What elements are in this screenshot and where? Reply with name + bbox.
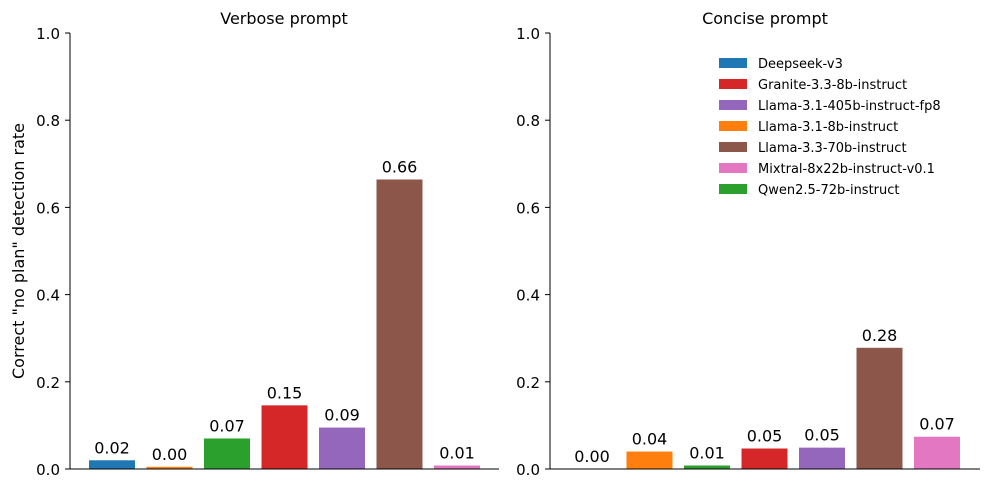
legend-swatch	[719, 79, 747, 89]
y-tick-label: 0.0	[36, 461, 60, 479]
y-tick-label: 0.0	[516, 461, 540, 479]
legend-swatch	[719, 121, 747, 131]
bar-value-label: 0.09	[324, 406, 360, 425]
bar	[434, 465, 480, 469]
legend-swatch	[719, 100, 747, 110]
bar-value-label: 0.66	[382, 157, 418, 176]
bar	[319, 427, 365, 469]
panel-concise-prompt: Concise prompt 0.00 0.04 0.01 0.05 0.05 0.28 0…	[516, 9, 980, 479]
bar-value-label: 0.02	[94, 438, 130, 457]
bar	[741, 448, 788, 469]
y-tick-label: 0.8	[516, 112, 540, 130]
panel-title: Verbose prompt	[220, 9, 348, 28]
y-tick-label: 0.8	[36, 112, 60, 130]
bar	[146, 466, 193, 469]
bar	[626, 451, 673, 469]
panel-title: Concise prompt	[702, 9, 828, 28]
legend-swatch	[719, 184, 747, 194]
bar	[914, 436, 960, 469]
bar	[204, 438, 250, 469]
bar-value-label: 0.04	[632, 430, 668, 449]
bar	[261, 405, 308, 469]
bar-value-label: 0.01	[439, 444, 475, 463]
legend-entry: Qwen2.5-72b-instruct	[758, 183, 900, 198]
y-axis-label: Correct "no plan" detection rate	[9, 123, 28, 379]
legend-box	[708, 45, 970, 203]
y-tick-label: 0.2	[516, 374, 540, 392]
legend-entry: Deepseek-v3	[758, 57, 843, 72]
bar	[89, 460, 135, 469]
bar-value-label: 0.01	[689, 444, 725, 463]
y-tick-label: 0.6	[36, 199, 60, 217]
bar	[799, 447, 845, 469]
bar-value-label: 0.28	[862, 326, 898, 345]
legend-entry: Llama-3.3-70b-instruct	[758, 141, 907, 156]
legend-swatch	[719, 142, 747, 152]
bar-value-label: 0.05	[747, 427, 783, 446]
bar	[376, 179, 423, 469]
bar-value-label: 0.05	[804, 426, 840, 445]
bar-value-label: 0.07	[209, 416, 245, 435]
bar	[856, 347, 903, 469]
bar	[684, 465, 730, 469]
bar-value-label: 0.07	[919, 415, 955, 434]
legend-swatch	[719, 58, 747, 68]
y-tick-label: 0.6	[516, 199, 540, 217]
legend-entry: Llama-3.1-405b-instruct-fp8	[758, 99, 941, 114]
y-tick-label: 0.4	[516, 287, 540, 305]
legend-entry: Llama-3.1-8b-instruct	[758, 120, 898, 135]
y-tick-label: 1.0	[516, 25, 540, 43]
panel-verbose-prompt: Verbose prompt Correct "no plan" detecti…	[9, 9, 499, 479]
legend-entry: Mixtral-8x22b-instruct-v0.1	[758, 162, 935, 177]
legend-entry: Granite-3.3-8b-instruct	[758, 78, 907, 93]
y-tick-label: 0.2	[36, 374, 60, 392]
bar-value-label: 0.15	[267, 383, 303, 402]
legend: Deepseek-v3 Granite-3.3-8b-instruct Llama-…	[708, 45, 970, 203]
y-tick-label: 0.4	[36, 287, 60, 305]
bar-value-label: 0.00	[152, 445, 188, 464]
legend-swatch	[719, 163, 747, 173]
bar-value-label: 0.00	[574, 447, 610, 466]
y-tick-label: 1.0	[36, 25, 60, 43]
